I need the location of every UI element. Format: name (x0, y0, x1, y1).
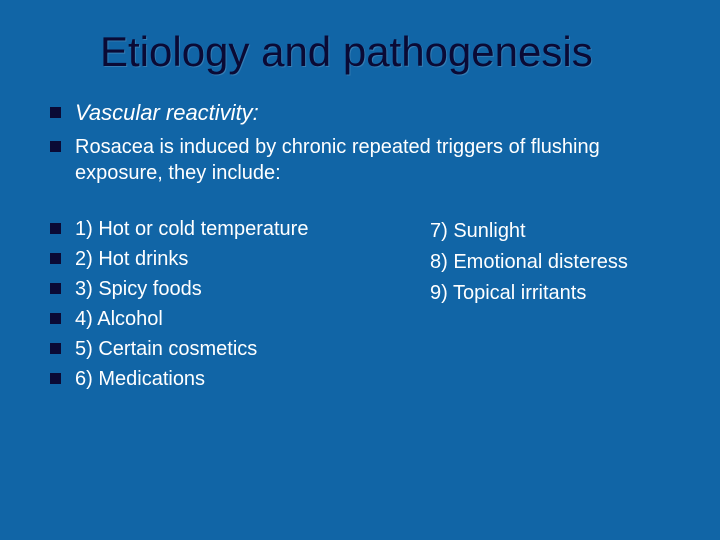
bullet-icon (50, 283, 61, 294)
list-item-text: 4) Alcohol (75, 306, 163, 332)
list-item: 5) Certain cosmetics (50, 336, 430, 362)
spacer (50, 194, 680, 216)
subhead-text: Vascular reactivity: (75, 100, 259, 126)
list-item-text: 1) Hot or cold temperature (75, 216, 308, 242)
bullet-icon (50, 313, 61, 324)
list-item-text: 2) Hot drinks (75, 246, 188, 272)
left-column: 1) Hot or cold temperature 2) Hot drinks… (50, 216, 430, 396)
right-column: 7) Sunlight 8) Emotional disteress 9) To… (430, 216, 680, 309)
list-item: 2) Hot drinks (50, 246, 430, 272)
intro-row: Rosacea is induced by chronic repeated t… (50, 134, 680, 186)
slide: Etiology and pathogenesis Vascular react… (0, 0, 720, 540)
list-item-text: 6) Medications (75, 366, 205, 392)
list-item: 6) Medications (50, 366, 430, 392)
bullet-icon (50, 141, 61, 152)
list-item-text: 7) Sunlight (430, 216, 680, 247)
bullet-icon (50, 373, 61, 384)
bullet-icon (50, 107, 61, 118)
subhead-row: Vascular reactivity: (50, 100, 680, 126)
list-item-text: 3) Spicy foods (75, 276, 202, 302)
two-column-list: 1) Hot or cold temperature 2) Hot drinks… (50, 216, 680, 396)
intro-text: Rosacea is induced by chronic repeated t… (75, 134, 680, 186)
list-item-text: 5) Certain cosmetics (75, 336, 257, 362)
list-item: 4) Alcohol (50, 306, 430, 332)
slide-title: Etiology and pathogenesis (100, 28, 680, 76)
list-item: 3) Spicy foods (50, 276, 430, 302)
list-item: 1) Hot or cold temperature (50, 216, 430, 242)
bullet-icon (50, 223, 61, 234)
bullet-icon (50, 343, 61, 354)
list-item-text: 9) Topical irritants (430, 278, 680, 309)
list-item-text: 8) Emotional disteress (430, 247, 680, 278)
bullet-icon (50, 253, 61, 264)
